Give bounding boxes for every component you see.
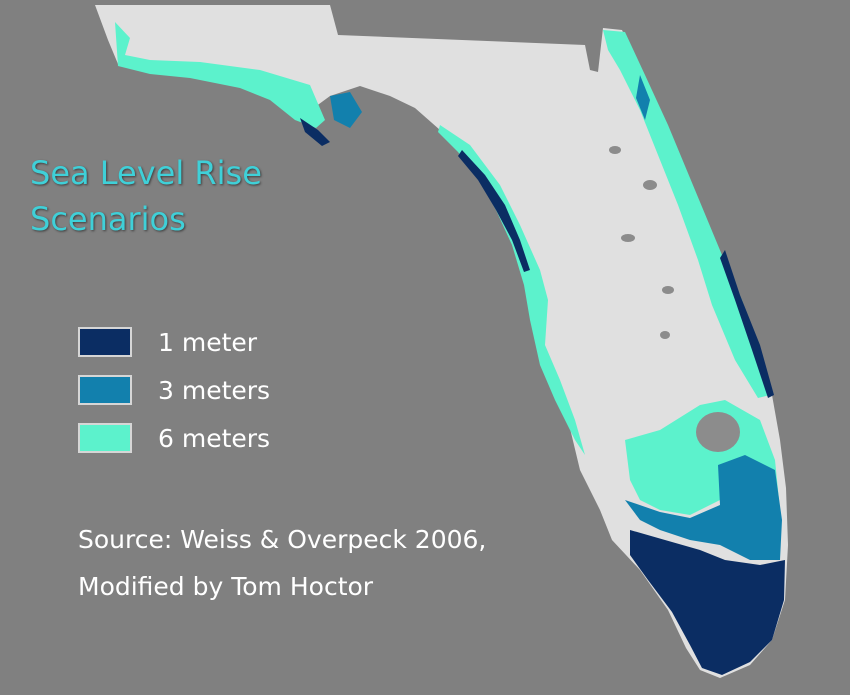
florida-land bbox=[95, 5, 788, 678]
lakes bbox=[609, 146, 740, 452]
legend-label-3m: 3 meters bbox=[158, 375, 271, 405]
legend-swatch-6m bbox=[78, 423, 132, 453]
lake bbox=[621, 234, 635, 242]
map-title-line-2: Scenarios bbox=[30, 200, 186, 238]
legend-item-3m: 3 meters bbox=[78, 366, 270, 414]
legend-swatch-1m bbox=[78, 327, 132, 357]
lake bbox=[643, 180, 657, 190]
lake bbox=[660, 331, 670, 339]
map-title-line-1: Sea Level Rise bbox=[30, 154, 262, 192]
source-line-1: Source: Weiss & Overpeck 2006, bbox=[78, 525, 487, 554]
zone-1m bbox=[300, 118, 785, 675]
legend-label-6m: 6 meters bbox=[158, 423, 271, 453]
source-line-2: Modified by Tom Hoctor bbox=[78, 572, 374, 601]
legend-label-1m: 1 meter bbox=[158, 327, 258, 357]
lake-okeechobee bbox=[696, 412, 740, 452]
source-credit: Source: Weiss & Overpeck 2006, Modified … bbox=[78, 516, 486, 610]
lake bbox=[609, 146, 621, 154]
legend-swatch-3m bbox=[78, 375, 132, 405]
lake bbox=[662, 286, 674, 294]
map-title: Sea Level Rise Scenarios bbox=[30, 150, 262, 242]
zone-3m bbox=[330, 75, 782, 560]
legend: 1 meter 3 meters 6 meters bbox=[78, 318, 270, 462]
legend-item-6m: 6 meters bbox=[78, 414, 270, 462]
legend-item-1m: 1 meter bbox=[78, 318, 270, 366]
